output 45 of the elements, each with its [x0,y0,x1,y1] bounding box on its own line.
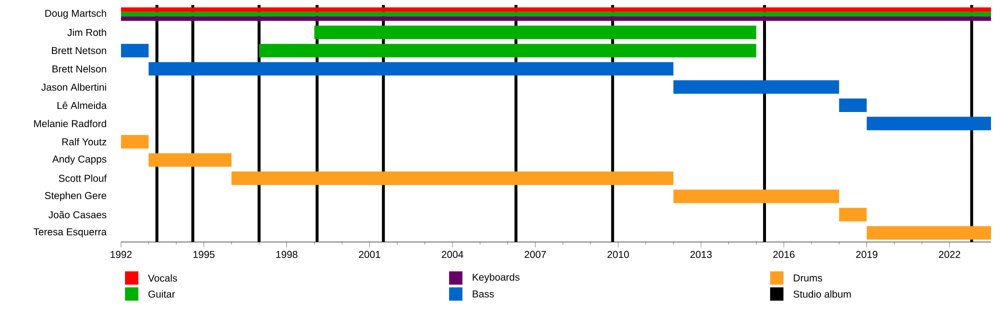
legend-label: Vocals [148,274,178,282]
x-tick-label: 1998 [276,250,298,258]
bar [839,98,867,112]
bar [148,62,674,76]
y-tick-label: Brett Netson [52,47,106,54]
legend-label: Bass [472,290,494,298]
x-tick-label: 2004 [442,250,464,258]
bar [121,16,992,21]
y-tick-label: Melanie Radford [34,120,106,128]
y-tick-label: Doug Martsch [45,9,106,19]
x-tick-label: 1992 [110,250,132,258]
x-tick-label: 2019 [856,250,878,258]
bar [673,80,840,94]
bar [121,44,149,58]
y-tick-label: Jim Roth [67,28,106,36]
legend-label: Guitar [148,290,175,298]
legend-label: Studio album [794,290,851,298]
y-tick-label: Brett Nelson [52,65,106,72]
x-tick-label: 2016 [773,250,795,258]
y-tick-label: Teresa Esquerra [34,228,107,238]
x-tick-label: 2010 [608,250,629,258]
y-tick-label: Andy Capps [52,155,106,165]
y-tick-label: Scott Plouf [58,174,107,182]
bar [231,171,674,185]
bar [148,153,232,167]
bar [866,226,992,240]
bar [866,116,992,130]
bar [121,7,992,12]
x-tick-label: 2001 [358,250,380,258]
bar [314,26,756,40]
y-tick-label: João Casaes [48,211,106,218]
x-tick-label: 2007 [524,250,546,258]
x-tick-label: 2022 [938,250,960,258]
y-tick-label: Jason Albertini [41,83,106,91]
y-tick-label: Ralf Youtz [62,138,106,146]
x-tick-label: 2013 [690,250,712,258]
y-tick-label: Lê Almeida [58,102,107,109]
y-tick-label: Stephen Gere [44,192,106,202]
legend-label: Keyboards [472,273,520,283]
bar [673,190,840,204]
x-tick-label: 1995 [193,250,215,258]
legend-label: Drums [794,274,822,282]
bar [259,44,756,58]
bar [839,208,867,222]
bar [121,134,149,148]
